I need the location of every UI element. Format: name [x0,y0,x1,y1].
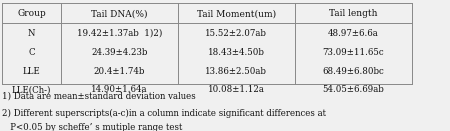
Text: Tail Moment(um): Tail Moment(um) [197,9,276,18]
Text: 15.52±2.07ab: 15.52±2.07ab [205,29,267,38]
Text: 20.4±1.74b: 20.4±1.74b [94,67,145,76]
Text: 2) Different superscripts(a-c)in a column indicate significant differences at: 2) Different superscripts(a-c)in a colum… [2,109,326,118]
Text: 48.97±6.6a: 48.97±6.6a [328,29,378,38]
Text: 24.39±4.23b: 24.39±4.23b [91,48,148,57]
Text: C: C [28,48,35,57]
Text: P<0.05 by scheffe’ s mutiple range test: P<0.05 by scheffe’ s mutiple range test [2,123,183,131]
Text: Group: Group [17,9,46,18]
Text: 10.08±1.12a: 10.08±1.12a [208,85,265,94]
Text: LLE(Ch-): LLE(Ch-) [12,85,51,94]
Text: 18.43±4.50b: 18.43±4.50b [208,48,265,57]
Text: LLE: LLE [22,67,40,76]
Text: 19.42±1.37ab  1)2): 19.42±1.37ab 1)2) [76,29,162,38]
Text: 68.49±6.80bc: 68.49±6.80bc [322,67,384,76]
Text: N: N [28,29,35,38]
Text: 13.86±2.50ab: 13.86±2.50ab [205,67,267,76]
Text: 1) Data are mean±standard deviation values: 1) Data are mean±standard deviation valu… [2,92,196,101]
Text: 14.90±1.64a: 14.90±1.64a [91,85,148,94]
Text: 73.09±11.65c: 73.09±11.65c [323,48,384,57]
Text: 54.05±6.69ab: 54.05±6.69ab [322,85,384,94]
Text: Tail DNA(%): Tail DNA(%) [91,9,148,18]
Text: Tail length: Tail length [329,9,378,18]
